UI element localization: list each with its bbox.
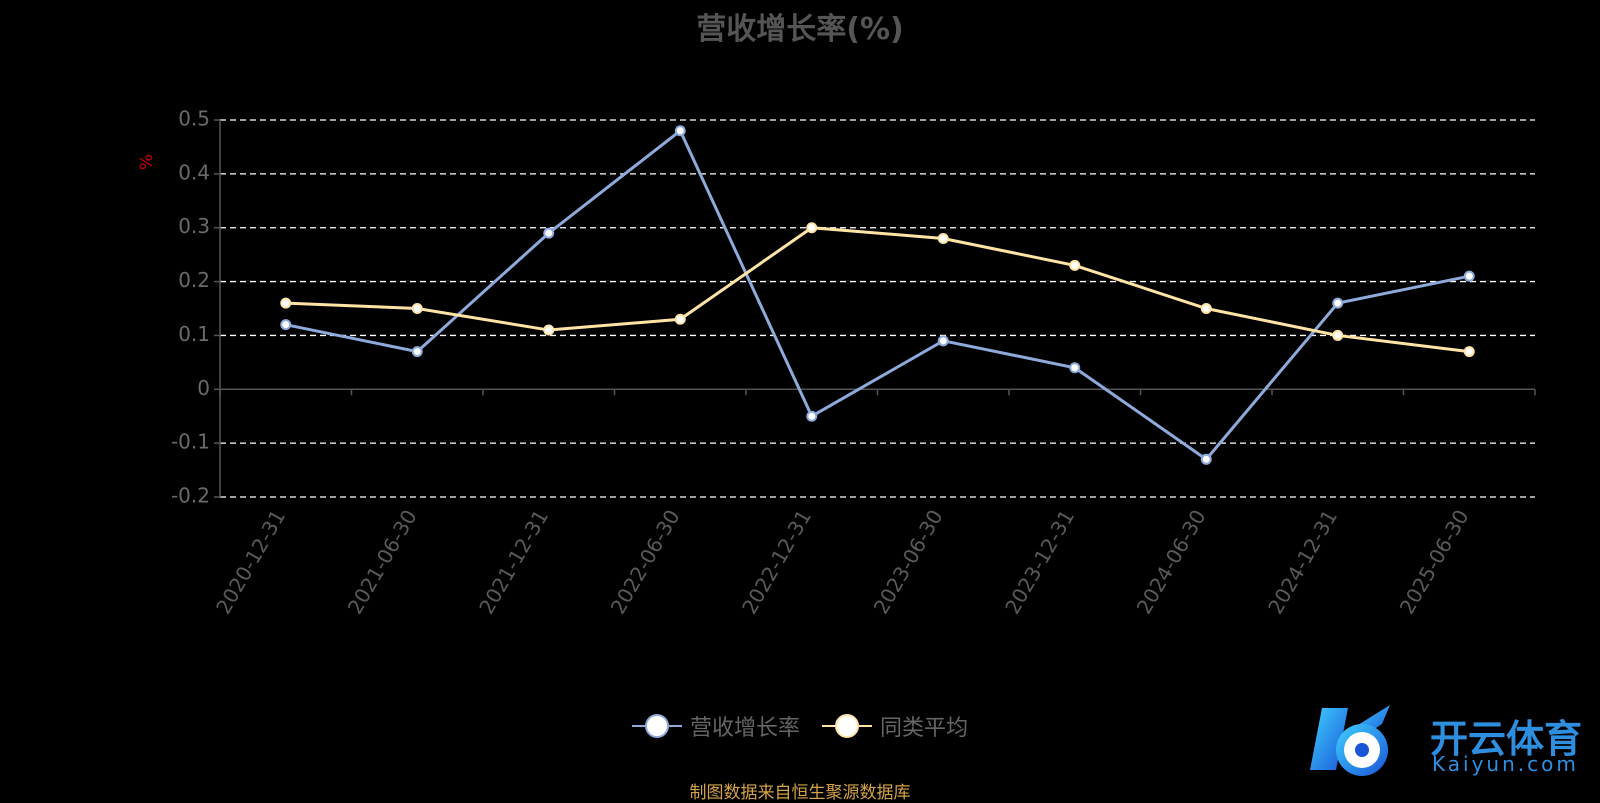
brand-logo — [1310, 705, 1390, 776]
series-0-point[interactable] — [937, 335, 949, 347]
y-tick-label: 0.4 — [178, 160, 210, 184]
series-0-point[interactable] — [1069, 362, 1081, 374]
series-0-point[interactable] — [806, 410, 818, 422]
series-layer — [280, 125, 1475, 465]
legend-marker-peer-average — [822, 712, 872, 740]
legend-label-peer-average: 同类平均 — [880, 716, 969, 741]
series-1-point[interactable] — [674, 313, 686, 325]
y-tick-label: 0.3 — [178, 214, 210, 238]
series-0-point[interactable] — [1332, 297, 1344, 309]
series-1-point[interactable] — [543, 324, 555, 336]
y-tick-label: 0 — [197, 376, 210, 400]
grid-layer — [220, 119, 1535, 498]
x-tick-label: 2021-12-31 — [474, 506, 553, 619]
y-tick-label: -0.2 — [171, 484, 210, 508]
axis-layer: -0.2 -0.1 0 0.1 0.2 0.3 0.4 0.5 2020-12-31 2021-0… — [171, 107, 1536, 619]
y-tick-label: 0.5 — [178, 107, 210, 131]
x-tick-label: 2022-12-31 — [737, 506, 816, 619]
series-line-1 — [285, 226, 1470, 354]
brand-domain: Kaiyun.com — [1432, 752, 1579, 776]
series-1-point[interactable] — [280, 297, 292, 309]
y-tick-label: 0.1 — [178, 322, 210, 346]
line-chart: -0.2 -0.1 0 0.1 0.2 0.3 0.4 0.5 2020-12-31 2021-0… — [137, 107, 1536, 619]
series-0-point[interactable] — [411, 346, 423, 358]
series-1-point[interactable] — [806, 222, 818, 234]
y-axis-label: % — [137, 154, 157, 170]
series-line-0 — [285, 128, 1470, 462]
series-1-point[interactable] — [411, 303, 423, 314]
x-tick-label: 2023-12-31 — [1000, 506, 1079, 619]
y-tick-label: -0.1 — [171, 430, 210, 454]
x-tick-label: 2022-06-30 — [606, 506, 685, 619]
brand-name: 开云体育 — [1430, 717, 1583, 761]
series-0-point[interactable] — [674, 125, 686, 137]
chart-title: 营收增长率(%) — [696, 12, 904, 47]
y-tick-label: 0.2 — [178, 268, 210, 292]
legend-item-revenue-growth[interactable]: 营收增长率 — [631, 710, 800, 742]
series-1-point[interactable] — [937, 232, 949, 244]
series-0-point[interactable] — [1463, 270, 1475, 282]
series-1-point[interactable] — [1069, 259, 1081, 271]
x-tick-label: 2021-06-30 — [343, 506, 422, 619]
legend-marker-revenue-growth — [631, 712, 682, 740]
series-0-point[interactable] — [1200, 453, 1212, 465]
series-1-point[interactable] — [1332, 329, 1344, 341]
x-tick-label: 2025-06-30 — [1395, 506, 1474, 619]
series-1-point[interactable] — [1463, 346, 1475, 358]
x-tick-label: 2023-06-30 — [869, 506, 948, 619]
series-1-point[interactable] — [1200, 303, 1212, 314]
x-tick-label: 2024-06-30 — [1132, 506, 1211, 619]
legend: 营收增长率 同类平均 — [0, 710, 1600, 742]
x-tick-label: 2020-12-31 — [211, 506, 290, 619]
series-0-point[interactable] — [280, 319, 292, 331]
legend-label-revenue-growth: 营收增长率 — [689, 716, 800, 741]
data-source-note: 制图数据来自恒生聚源数据库 — [689, 783, 911, 803]
legend-item-peer-average[interactable]: 同类平均 — [822, 710, 968, 742]
series-0-point[interactable] — [543, 227, 555, 239]
x-tick-label: 2024-12-31 — [1263, 506, 1342, 619]
